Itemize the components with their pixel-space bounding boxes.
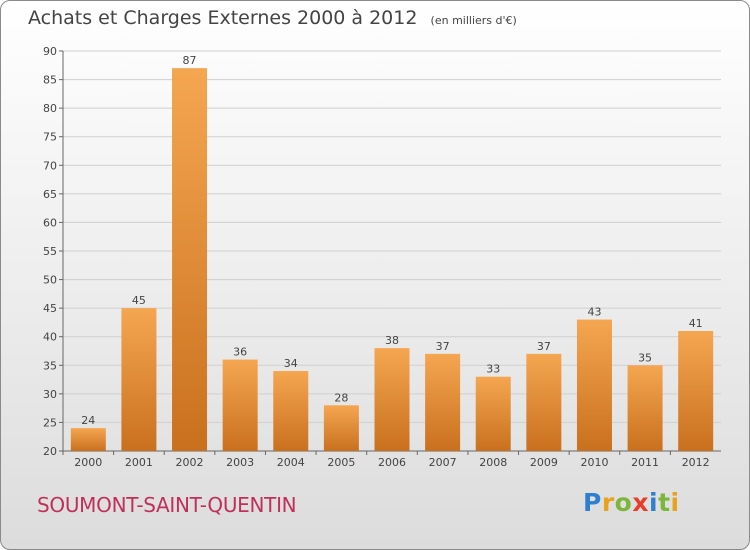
bar: [273, 371, 309, 451]
y-tick-label: 55: [43, 245, 57, 258]
x-tick-label: 2000: [74, 456, 102, 469]
x-tick-label: 2008: [479, 456, 507, 469]
y-tick-label: 60: [43, 216, 57, 229]
bar: [425, 353, 461, 451]
y-tick-label: 70: [43, 159, 57, 172]
x-tick-label: 2005: [327, 456, 355, 469]
logo-letter: i: [649, 488, 659, 517]
logo-letter: i: [670, 488, 680, 517]
bar: [172, 68, 208, 452]
bar: [526, 353, 562, 451]
chart-title-block: Achats et Charges Externes 2000 à 2012 (…: [28, 7, 517, 29]
y-tick-label: 30: [43, 388, 57, 401]
chart-unit-note: (en milliers d'€): [430, 14, 517, 27]
bar: [323, 405, 359, 451]
bar: [121, 308, 157, 451]
x-tick-label: 2002: [176, 456, 204, 469]
x-tick-label: 2009: [530, 456, 558, 469]
y-tick-label: 20: [43, 445, 57, 458]
bar: [70, 428, 106, 451]
y-tick-label: 35: [43, 359, 57, 372]
logo-letter: t: [658, 488, 671, 517]
logo-letter: o: [614, 488, 633, 517]
data-label: 38: [385, 334, 399, 347]
data-label: 41: [689, 317, 703, 330]
y-tick-label: 80: [43, 102, 57, 115]
x-tick-label: 2003: [226, 456, 254, 469]
bar: [627, 365, 663, 451]
data-label: 37: [436, 340, 450, 353]
y-tick-label: 50: [43, 274, 57, 287]
x-tick-label: 2007: [429, 456, 457, 469]
data-label: 87: [183, 54, 197, 67]
x-tick-label: 2004: [277, 456, 305, 469]
y-tick-label: 90: [43, 45, 57, 58]
town-name: SOUMONT-SAINT-QUENTIN: [37, 493, 297, 517]
logo-letter: x: [632, 488, 649, 517]
data-label: 34: [284, 357, 298, 370]
y-tick-label: 75: [43, 131, 57, 144]
proxiti-logo: Proxiti: [583, 488, 680, 517]
data-label: 24: [81, 414, 95, 427]
data-label: 36: [233, 346, 247, 359]
data-label: 33: [486, 363, 500, 376]
data-label: 43: [587, 306, 601, 319]
bars: [70, 68, 714, 452]
y-tick-label: 25: [43, 416, 57, 429]
y-tick-label: 45: [43, 302, 57, 315]
y-tick-label: 65: [43, 188, 57, 201]
x-tick-label: 2011: [631, 456, 659, 469]
x-tick-label: 2012: [682, 456, 710, 469]
data-label: 35: [638, 351, 652, 364]
bar: [678, 331, 714, 451]
logo-letter: r: [601, 488, 615, 517]
x-tick-label: 2010: [580, 456, 608, 469]
labels: 20 25 30 35 40 45 50 55 60 65 70 75 80 85 90 24 2000 45 20…: [43, 45, 710, 469]
y-tick-label: 85: [43, 74, 57, 87]
y-tick-label: 40: [43, 331, 57, 344]
bar: [576, 319, 612, 451]
data-label: 28: [334, 391, 348, 404]
data-label: 37: [537, 340, 551, 353]
bar: [475, 376, 511, 451]
x-tick-label: 2006: [378, 456, 406, 469]
x-tick-label: 2001: [125, 456, 153, 469]
logo-letter: P: [583, 488, 602, 517]
bar: [374, 348, 410, 451]
data-label: 45: [132, 294, 146, 307]
chart-title: Achats et Charges Externes 2000 à 2012: [28, 7, 418, 29]
bar: [222, 359, 258, 451]
